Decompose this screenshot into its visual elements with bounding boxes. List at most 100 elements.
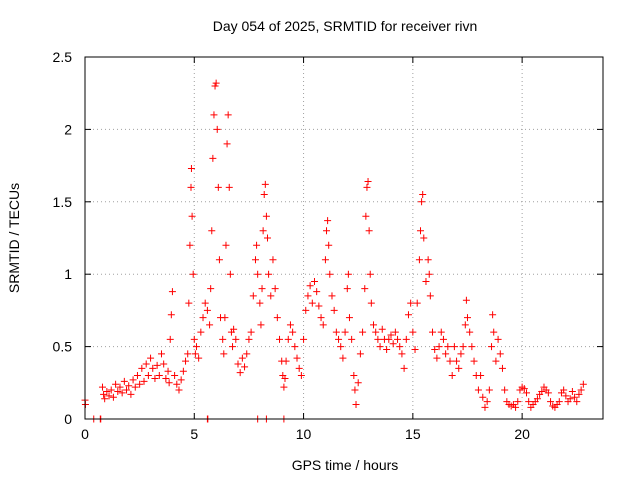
data-point <box>127 390 135 398</box>
data-point <box>251 256 259 264</box>
data-point <box>191 350 199 358</box>
data-point <box>389 340 397 348</box>
data-point <box>365 227 373 235</box>
x-tick-label: 15 <box>405 426 421 442</box>
data-point <box>114 387 122 395</box>
data-point <box>261 180 269 188</box>
data-point <box>185 299 193 307</box>
y-tick-label: 0.5 <box>53 339 73 355</box>
data-point <box>339 354 347 362</box>
data-point <box>455 364 463 372</box>
data-point <box>182 357 190 365</box>
data-point <box>209 154 217 162</box>
data-point <box>407 299 415 307</box>
data-point <box>225 183 233 191</box>
data-point <box>376 343 384 351</box>
data-point <box>344 270 352 278</box>
data-point <box>142 360 150 368</box>
data-point <box>370 321 378 329</box>
data-point <box>153 361 161 369</box>
data-point <box>98 383 106 391</box>
data-point <box>562 392 570 400</box>
data-point <box>394 335 402 343</box>
data-point <box>189 270 197 278</box>
data-point <box>201 299 209 307</box>
data-point <box>577 386 585 394</box>
data-point <box>418 198 426 206</box>
data-point <box>247 328 255 336</box>
plot-border <box>84 56 604 420</box>
data-point <box>284 335 292 343</box>
data-point <box>249 292 257 300</box>
data-point <box>326 270 334 278</box>
data-point <box>179 367 187 375</box>
data-point <box>219 335 227 343</box>
data-point <box>223 140 231 148</box>
data-point <box>404 311 412 319</box>
data-point <box>254 270 262 278</box>
data-point <box>207 285 215 293</box>
data-point <box>391 328 399 336</box>
data-point <box>260 191 268 199</box>
data-point <box>213 125 221 133</box>
data-point <box>195 354 203 362</box>
data-point <box>525 398 533 406</box>
data-point <box>229 343 237 351</box>
data-point <box>101 395 109 403</box>
data-point <box>330 306 338 314</box>
data-point <box>560 386 568 394</box>
data-point <box>308 299 316 307</box>
data-point <box>232 335 240 343</box>
data-point <box>396 343 404 351</box>
data-point <box>297 372 305 380</box>
x-tick-label: 5 <box>190 426 198 442</box>
data-point <box>420 234 428 242</box>
data-point <box>226 270 234 278</box>
data-point <box>151 374 159 382</box>
data-point <box>186 241 194 249</box>
data-point <box>281 374 289 382</box>
data-point <box>230 325 238 333</box>
data-point <box>140 377 148 385</box>
data-point <box>187 183 195 191</box>
data-point <box>361 285 369 293</box>
data-point <box>168 288 176 296</box>
data-point <box>332 328 340 336</box>
chart-title: Day 054 of 2025, SRMTID for receiver riv… <box>213 18 478 34</box>
data-point <box>105 392 113 400</box>
data-point <box>265 270 273 278</box>
data-point <box>400 364 408 372</box>
data-point <box>302 306 310 314</box>
data-point <box>544 389 552 397</box>
data-point <box>579 380 587 388</box>
data-point <box>442 350 450 358</box>
data-point <box>378 325 386 333</box>
data-point <box>538 387 546 395</box>
data-point <box>188 212 196 220</box>
data-point <box>498 364 506 372</box>
data-point <box>310 277 318 285</box>
grid-lines <box>85 57 603 419</box>
data-point <box>363 183 371 191</box>
data-point <box>433 354 441 362</box>
data-point <box>125 382 133 390</box>
data-point <box>477 372 485 380</box>
data-point <box>123 386 131 394</box>
y-tick-label: 1.5 <box>53 194 73 210</box>
data-point <box>171 372 179 380</box>
data-point <box>437 328 445 336</box>
data-point <box>466 328 474 336</box>
data-point <box>271 285 279 293</box>
data-point <box>295 364 303 372</box>
data-point <box>267 292 275 300</box>
data-point <box>398 350 406 358</box>
data-point <box>107 386 115 394</box>
data-point <box>479 393 487 401</box>
data-point <box>313 288 321 296</box>
data-point <box>166 335 174 343</box>
data-point <box>348 335 356 343</box>
data-point <box>362 212 370 220</box>
data-point <box>118 389 126 397</box>
data-point <box>222 241 230 249</box>
data-point <box>411 345 419 353</box>
